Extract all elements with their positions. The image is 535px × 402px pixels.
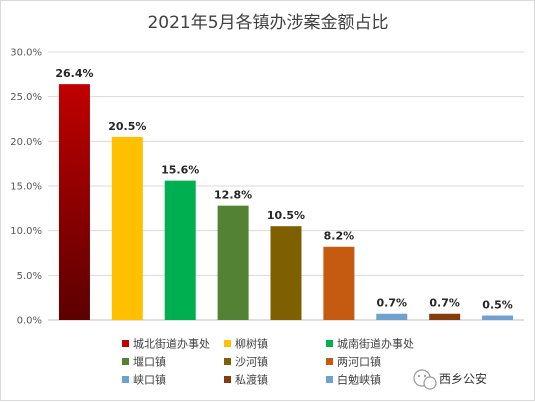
legend-label: 沙河镇 (235, 355, 268, 369)
watermark-text: 西乡公安 (439, 371, 487, 386)
y-axis-ticks: 0.0% 5.0% 10.0% 15.0% 20.0% 25.0% 30.0% (10, 48, 42, 327)
data-label: 0.7% (429, 297, 460, 310)
legend-swatch (326, 376, 333, 383)
y-tick-label: 10.0% (10, 226, 42, 237)
legend-swatch (326, 340, 333, 347)
bar (58, 84, 90, 320)
bar (164, 180, 196, 320)
legend-swatch (224, 358, 231, 365)
bar (111, 136, 143, 320)
legend-swatch (122, 358, 129, 365)
data-label: 12.8% (214, 189, 252, 202)
legend-swatch (326, 358, 333, 365)
legend-swatch (224, 376, 231, 383)
y-tick-label: 30.0% (10, 48, 42, 59)
bar (429, 313, 461, 320)
data-label: 10.5% (267, 209, 305, 222)
y-tick-label: 20.0% (10, 137, 42, 148)
chart-title: 2021年5月各镇办涉案金额占比 (147, 13, 388, 33)
legend-label: 城南街道办事处 (337, 337, 414, 351)
data-label: 0.5% (482, 299, 513, 312)
data-labels: 26.4% 20.5% 15.6% 12.8% 10.5% 8.2% 0.7% 0.7% 0.5… (55, 67, 512, 311)
legend-label: 城北街道办事处 (133, 337, 210, 351)
legend-label: 私渡镇 (235, 373, 268, 387)
bar (376, 313, 408, 320)
data-label: 0.7% (377, 297, 408, 310)
y-tick-label: 0.0% (17, 316, 42, 327)
y-tick-label: 15.0% (10, 182, 42, 193)
bar (217, 205, 249, 320)
watermark: 西乡公安 (413, 369, 487, 390)
legend-label: 两河口镇 (337, 355, 381, 369)
legend-label: 峡口镇 (133, 373, 166, 387)
wechat-icon (413, 369, 437, 390)
data-label: 20.5% (108, 120, 146, 133)
legend-swatch (122, 340, 129, 347)
data-label: 26.4% (55, 67, 93, 80)
y-tick-label: 5.0% (17, 271, 42, 282)
legend-label: 白勉峡镇 (337, 373, 381, 387)
bar (270, 226, 302, 320)
bar (323, 246, 355, 320)
legend-label: 柳树镇 (235, 337, 268, 351)
bar (482, 315, 514, 320)
data-label: 15.6% (161, 164, 199, 177)
y-tick-label: 25.0% (10, 92, 42, 103)
legend-swatch (224, 340, 231, 347)
bars (58, 84, 514, 320)
legend-label: 堰口镇 (133, 355, 166, 369)
data-label: 8.2% (324, 230, 355, 243)
legend-swatch (122, 376, 129, 383)
